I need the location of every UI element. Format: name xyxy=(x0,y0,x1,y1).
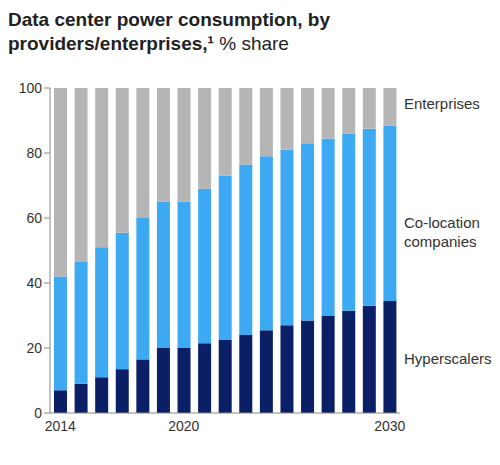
html-text:Enterprises: Enterprises xyxy=(404,94,480,112)
svg-text:0: 0 xyxy=(34,405,42,421)
html-text:Data center power consumption,: Data center power consumption, by provid… xyxy=(8,9,330,54)
svg-text:20: 20 xyxy=(26,340,42,356)
html-text:Co-location companies: Co-location companies xyxy=(404,214,480,250)
svg-text:80: 80 xyxy=(26,145,42,161)
svg-text:2020: 2020 xyxy=(168,418,199,434)
svg-text:40: 40 xyxy=(26,275,42,291)
svg-text:2030: 2030 xyxy=(374,418,405,434)
svg-text:100: 100 xyxy=(19,80,43,96)
svg-text:2014: 2014 xyxy=(45,418,76,434)
html-text:Hyperscalers: Hyperscalers xyxy=(404,349,492,367)
svg-text:60: 60 xyxy=(26,210,42,226)
